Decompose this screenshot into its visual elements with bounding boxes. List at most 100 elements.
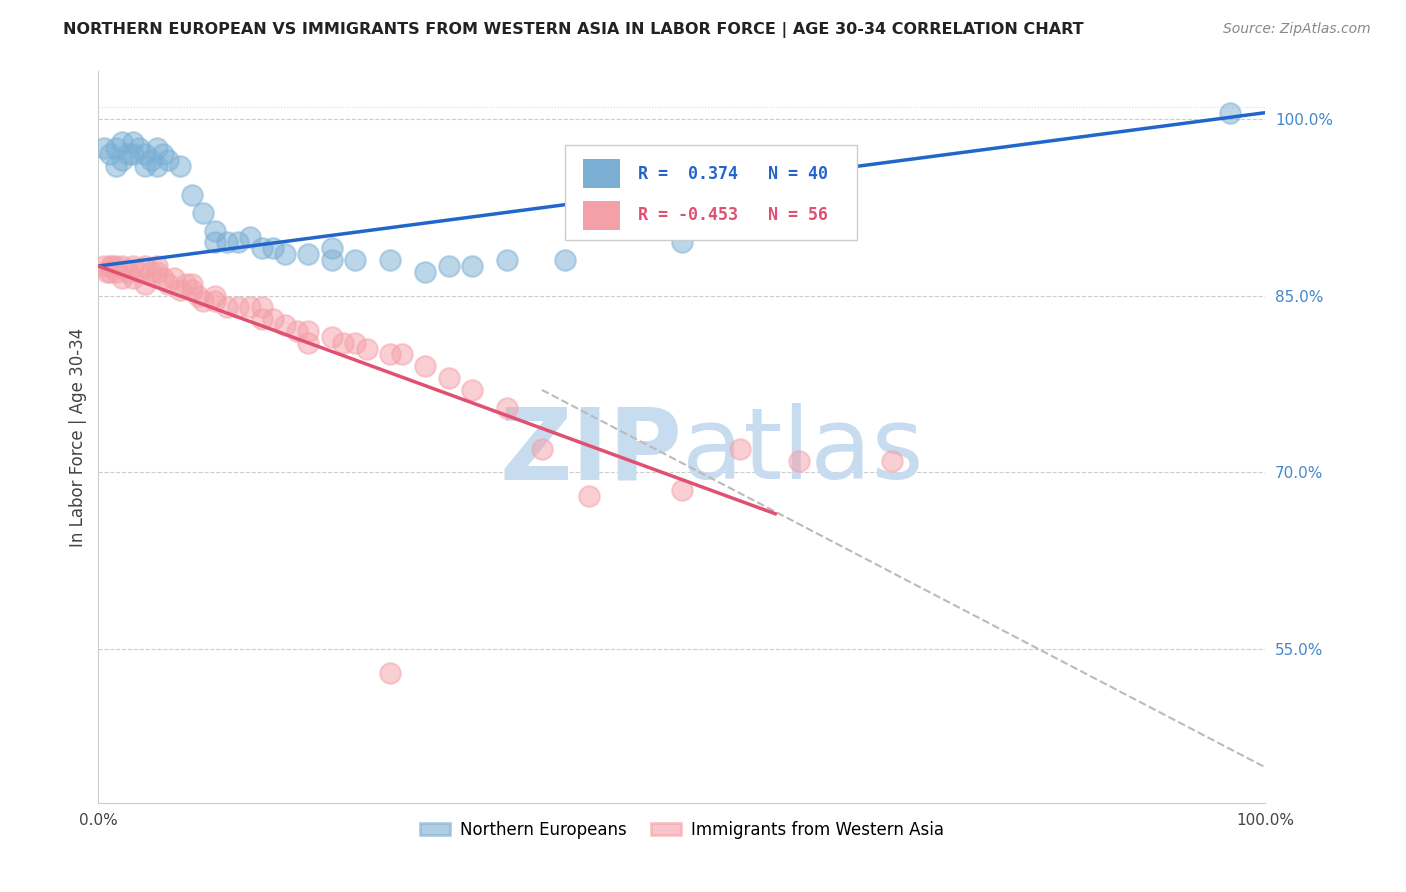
Point	[93, 141, 115, 155]
Point	[152, 270, 174, 285]
Point	[204, 294, 226, 309]
Point	[880, 453, 903, 467]
Point	[152, 147, 174, 161]
Point	[122, 270, 145, 285]
Point	[413, 265, 436, 279]
Point	[146, 265, 169, 279]
Text: ZIP: ZIP	[499, 403, 682, 500]
FancyBboxPatch shape	[565, 145, 858, 240]
Point	[1219, 105, 1241, 120]
Point	[163, 270, 186, 285]
Point	[146, 259, 169, 273]
Point	[461, 259, 484, 273]
Point	[204, 235, 226, 250]
Point	[98, 265, 121, 279]
Point	[104, 159, 127, 173]
Point	[134, 277, 156, 291]
Text: Source: ZipAtlas.com: Source: ZipAtlas.com	[1223, 22, 1371, 37]
Point	[413, 359, 436, 374]
Text: NORTHERN EUROPEAN VS IMMIGRANTS FROM WESTERN ASIA IN LABOR FORCE | AGE 30-34 COR: NORTHERN EUROPEAN VS IMMIGRANTS FROM WES…	[63, 22, 1084, 38]
Point	[101, 259, 124, 273]
Point	[356, 342, 378, 356]
Point	[228, 301, 250, 315]
Text: R =  0.374   N = 40: R = 0.374 N = 40	[637, 165, 828, 183]
Point	[139, 265, 162, 279]
Point	[146, 141, 169, 155]
Y-axis label: In Labor Force | Age 30-34: In Labor Force | Age 30-34	[69, 327, 87, 547]
Point	[146, 159, 169, 173]
Point	[169, 283, 191, 297]
Point	[578, 489, 600, 503]
Text: atlas: atlas	[682, 403, 924, 500]
Point	[104, 265, 127, 279]
Point	[437, 259, 460, 273]
Point	[730, 442, 752, 456]
Point	[134, 259, 156, 273]
Point	[297, 324, 319, 338]
Point	[98, 259, 121, 273]
Point	[344, 253, 367, 268]
Point	[554, 253, 576, 268]
Point	[496, 253, 519, 268]
Point	[111, 135, 134, 149]
Point	[93, 259, 115, 273]
Point	[193, 206, 215, 220]
Point	[262, 241, 284, 255]
Point	[321, 253, 343, 268]
Point	[321, 330, 343, 344]
Point	[111, 153, 134, 167]
Point	[139, 153, 162, 167]
Point	[228, 235, 250, 250]
Point	[134, 159, 156, 173]
Point	[787, 453, 810, 467]
Bar	[582, 159, 620, 188]
Point	[111, 270, 134, 285]
Point	[104, 141, 127, 155]
Point	[204, 224, 226, 238]
Point	[180, 277, 202, 291]
Point	[134, 147, 156, 161]
Point	[250, 241, 273, 255]
Point	[671, 483, 693, 498]
Point	[239, 301, 262, 315]
Point	[461, 383, 484, 397]
Point	[157, 153, 180, 167]
Point	[250, 312, 273, 326]
Bar	[582, 201, 620, 230]
Point	[174, 277, 197, 291]
Point	[180, 283, 202, 297]
Point	[321, 241, 343, 255]
Point	[380, 666, 402, 681]
Point	[380, 253, 402, 268]
Point	[128, 141, 150, 155]
Point	[128, 265, 150, 279]
Point	[122, 259, 145, 273]
Point	[157, 277, 180, 291]
Point	[239, 229, 262, 244]
Point	[530, 442, 553, 456]
Point	[344, 335, 367, 350]
Point	[274, 247, 297, 261]
Point	[180, 188, 202, 202]
Point	[98, 147, 121, 161]
Legend: Northern Europeans, Immigrants from Western Asia: Northern Europeans, Immigrants from West…	[413, 814, 950, 846]
Point	[380, 347, 402, 361]
Point	[187, 288, 209, 302]
Point	[111, 259, 134, 273]
Point	[274, 318, 297, 332]
Text: R = -0.453   N = 56: R = -0.453 N = 56	[637, 206, 828, 225]
Point	[250, 301, 273, 315]
Point	[96, 265, 118, 279]
Point	[104, 259, 127, 273]
Point	[297, 247, 319, 261]
Point	[671, 235, 693, 250]
Point	[122, 147, 145, 161]
Point	[285, 324, 308, 338]
Point	[215, 301, 238, 315]
Point	[332, 335, 354, 350]
Point	[496, 401, 519, 415]
Point	[122, 135, 145, 149]
Point	[117, 265, 139, 279]
Point	[204, 288, 226, 302]
Point	[391, 347, 413, 361]
